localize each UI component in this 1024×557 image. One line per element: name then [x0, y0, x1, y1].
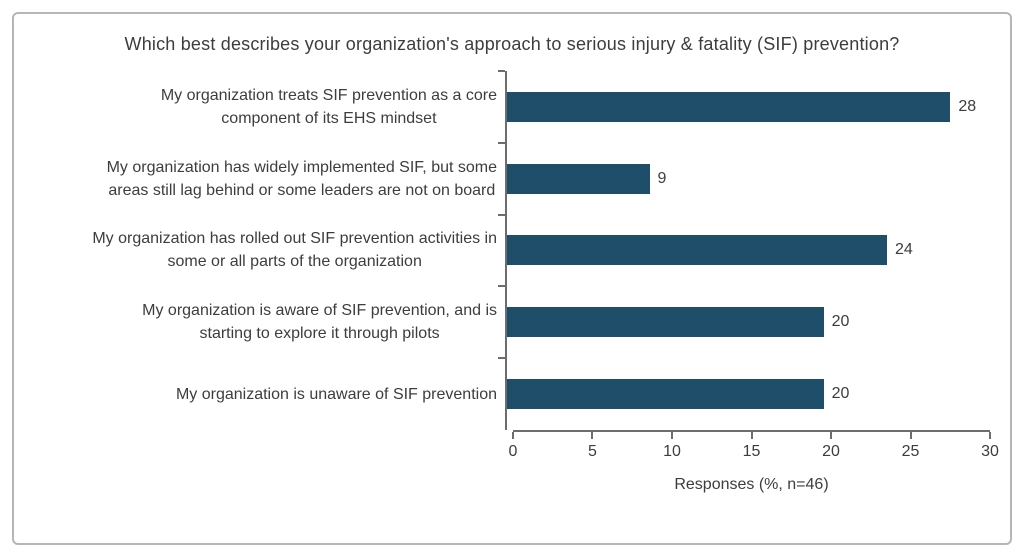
x-axis-tick-label: 0: [508, 443, 518, 460]
category-label: My organization is aware of SIF preventi…: [14, 286, 505, 358]
x-axis-tick: [512, 432, 514, 439]
x-axis-tick-label: 5: [588, 443, 597, 460]
value-label: 20: [831, 313, 850, 331]
x-axis: 0 5 10 15 20 25 30: [509, 430, 999, 464]
chart-row: My organization has rolled out SIF preve…: [14, 213, 1010, 287]
value-label: 28: [958, 97, 977, 115]
value-label: 20: [831, 385, 850, 403]
bar-chart: My organization treats SIF prevention as…: [14, 70, 1010, 494]
category-label-text: My organization has rolled out SIF preve…: [92, 230, 497, 271]
x-axis-tick-label: 25: [901, 443, 920, 460]
category-label-text: My organization has widely implemented S…: [106, 158, 497, 199]
chart-row: My organization treats SIF prevention as…: [14, 70, 1010, 143]
x-axis-tick-label: 20: [822, 443, 840, 460]
x-axis-tick: [591, 432, 594, 439]
category-label: My organization treats SIF prevention as…: [14, 71, 505, 143]
x-axis-tick: [829, 432, 832, 439]
value-label: 9: [657, 169, 667, 187]
x-axis-tick-label: 10: [663, 443, 681, 460]
figure-frame: Which best describes your organization's…: [12, 12, 1012, 545]
plot-cell: 28: [498, 70, 982, 143]
category-label: My organization has widely implemented S…: [14, 143, 505, 215]
plot-cell: 9: [498, 141, 982, 215]
plot-cell: 20: [498, 285, 982, 359]
bar: [507, 307, 824, 338]
category-label: My organization has rolled out SIF preve…: [14, 215, 505, 287]
bar: [507, 91, 951, 122]
chart-row: My organization is unaware of SIF preven…: [14, 357, 1010, 430]
bar: [507, 235, 887, 266]
category-label-text: My organization is unaware of SIF preven…: [175, 385, 497, 403]
chart-rows: My organization treats SIF prevention as…: [14, 70, 1010, 430]
category-label-text: My organization treats SIF prevention as…: [160, 86, 497, 127]
x-axis-tick-label: 15: [742, 443, 761, 460]
bar: [507, 163, 650, 194]
x-axis-tick: [909, 432, 912, 439]
value-label: 24: [895, 241, 913, 259]
plot-cell: 20: [498, 357, 982, 430]
x-axis-tick: [750, 432, 753, 439]
x-axis-label: Responses (%, n=46): [674, 476, 829, 493]
chart-title: Which best describes your organization's…: [124, 34, 900, 54]
chart-row: My organization is aware of SIF preventi…: [14, 285, 1010, 359]
chart-row: My organization has widely implemented S…: [14, 141, 1010, 215]
category-label: My organization is unaware of SIF preven…: [14, 358, 505, 430]
plot-cell: 24: [498, 213, 982, 287]
category-label-text: My organization is aware of SIF preventi…: [142, 302, 497, 343]
x-axis-tick: [670, 432, 673, 439]
bar: [507, 379, 824, 410]
x-axis-tick: [989, 432, 991, 439]
x-axis-tick-label: 30: [981, 443, 999, 460]
